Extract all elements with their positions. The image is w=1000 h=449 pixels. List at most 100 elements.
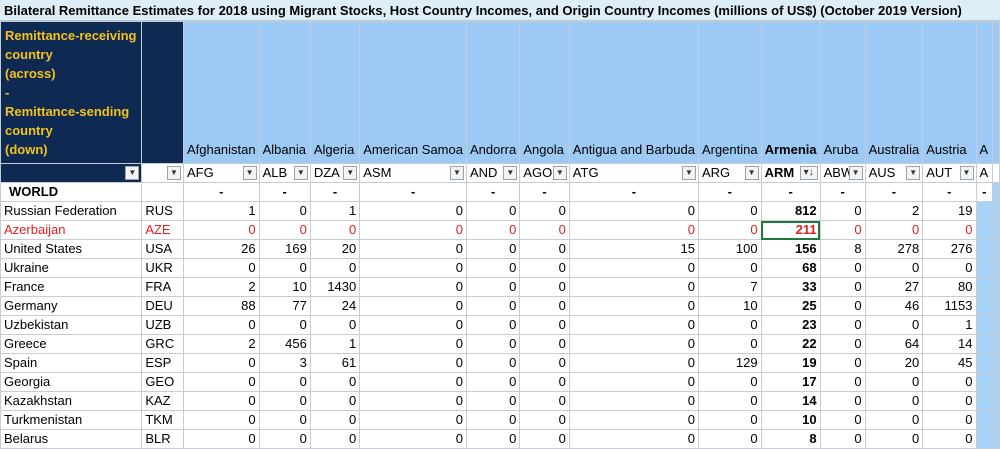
cell-esp-arm[interactable]: 19 bbox=[760, 353, 821, 373]
row-country-code[interactable]: ESP bbox=[141, 353, 184, 373]
world-total-aut[interactable]: - bbox=[922, 182, 977, 202]
cell-geo-dza[interactable]: 0 bbox=[309, 372, 361, 392]
row-country-code[interactable]: UKR bbox=[141, 258, 184, 278]
filter-cell-receiving[interactable]: ▼ bbox=[0, 163, 143, 183]
cell-rus-a[interactable] bbox=[975, 201, 993, 221]
cell-uzb-and[interactable]: 0 bbox=[465, 315, 521, 335]
cell-esp-aus[interactable]: 20 bbox=[864, 353, 924, 373]
row-country-name[interactable]: Ukraine bbox=[0, 258, 143, 278]
filter-cell-and[interactable]: AND ▼ bbox=[465, 163, 521, 183]
cell-esp-a[interactable] bbox=[975, 353, 993, 373]
cell-esp-abw[interactable]: 0 bbox=[819, 353, 866, 373]
filter-cell-a[interactable]: A bbox=[975, 163, 993, 183]
row-country-name[interactable]: Uzbekistan bbox=[0, 315, 143, 335]
cell-geo-arm[interactable]: 17 bbox=[760, 372, 821, 392]
cell-fra-ago[interactable]: 0 bbox=[519, 277, 570, 297]
cell-esp-dza[interactable]: 61 bbox=[309, 353, 361, 373]
cell-usa-dza[interactable]: 20 bbox=[309, 239, 361, 259]
cell-fra-afg[interactable]: 2 bbox=[182, 277, 260, 297]
cell-deu-a[interactable] bbox=[975, 296, 993, 316]
world-total-ago[interactable]: - bbox=[519, 182, 570, 202]
row-country-name[interactable]: Georgia bbox=[0, 372, 143, 392]
dropdown-arrow-icon[interactable]: ▼ bbox=[959, 166, 974, 180]
row-country-name[interactable]: Greece bbox=[0, 334, 143, 354]
cell-ukr-aus[interactable]: 0 bbox=[864, 258, 924, 278]
column-header-arm[interactable]: Armenia bbox=[760, 21, 821, 164]
cell-geo-abw[interactable]: 0 bbox=[819, 372, 866, 392]
dropdown-arrow-icon[interactable]: ▼ bbox=[449, 166, 464, 180]
cell-rus-arm[interactable]: 812 bbox=[760, 201, 821, 221]
cell-geo-alb[interactable]: 0 bbox=[258, 372, 311, 392]
row-country-code[interactable]: UZB bbox=[141, 315, 184, 335]
filter-cell-abw[interactable]: ABW ▼ bbox=[819, 163, 866, 183]
cell-usa-afg[interactable]: 26 bbox=[182, 239, 260, 259]
cell-blr-aut[interactable]: 0 bbox=[922, 429, 977, 449]
cell-deu-aut[interactable]: 1153 bbox=[922, 296, 977, 316]
cell-rus-dza[interactable]: 1 bbox=[309, 201, 361, 221]
cell-deu-atg[interactable]: 0 bbox=[568, 296, 699, 316]
cell-deu-and[interactable]: 0 bbox=[465, 296, 521, 316]
column-header-aut[interactable]: Austria bbox=[922, 21, 977, 164]
cell-fra-a[interactable] bbox=[975, 277, 993, 297]
dropdown-arrow-icon[interactable]: ▼ bbox=[166, 166, 181, 180]
cell-kaz-and[interactable]: 0 bbox=[465, 391, 521, 411]
cell-grc-a[interactable] bbox=[975, 334, 993, 354]
cell-blr-ago[interactable]: 0 bbox=[519, 429, 570, 449]
cell-deu-afg[interactable]: 88 bbox=[182, 296, 260, 316]
cell-usa-abw[interactable]: 8 bbox=[819, 239, 866, 259]
cell-aze-aus[interactable]: 0 bbox=[864, 220, 924, 240]
cell-grc-afg[interactable]: 2 bbox=[182, 334, 260, 354]
cell-kaz-ago[interactable]: 0 bbox=[519, 391, 570, 411]
cell-rus-alb[interactable]: 0 bbox=[258, 201, 311, 221]
cell-grc-arm[interactable]: 22 bbox=[760, 334, 821, 354]
row-country-name[interactable]: Germany bbox=[0, 296, 143, 316]
cell-uzb-arg[interactable]: 0 bbox=[697, 315, 762, 335]
cell-ukr-arm[interactable]: 68 bbox=[760, 258, 821, 278]
cell-usa-a[interactable] bbox=[975, 239, 993, 259]
cell-kaz-aut[interactable]: 0 bbox=[922, 391, 977, 411]
cell-uzb-alb[interactable]: 0 bbox=[258, 315, 311, 335]
cell-grc-alb[interactable]: 456 bbox=[258, 334, 311, 354]
cell-uzb-abw[interactable]: 0 bbox=[819, 315, 866, 335]
cell-geo-and[interactable]: 0 bbox=[465, 372, 521, 392]
cell-grc-atg[interactable]: 0 bbox=[568, 334, 699, 354]
dropdown-arrow-icon[interactable]: ▼ bbox=[125, 166, 140, 180]
sort-descending-icon[interactable]: ▾↓ bbox=[799, 166, 818, 180]
column-header-abw[interactable]: Aruba bbox=[819, 21, 866, 164]
row-country-name[interactable]: Kazakhstan bbox=[0, 391, 143, 411]
cell-tkm-afg[interactable]: 0 bbox=[182, 410, 260, 430]
cell-kaz-abw[interactable]: 0 bbox=[819, 391, 866, 411]
cell-aze-abw[interactable]: 0 bbox=[819, 220, 866, 240]
cell-blr-arm[interactable]: 8 bbox=[760, 429, 821, 449]
sheet-title[interactable]: Bilateral Remittance Estimates for 2018 … bbox=[0, 0, 1000, 21]
cell-fra-asm[interactable]: 0 bbox=[359, 277, 467, 297]
world-total-atg[interactable]: - bbox=[568, 182, 699, 202]
cell-fra-arg[interactable]: 7 bbox=[697, 277, 762, 297]
cell-ukr-dza[interactable]: 0 bbox=[309, 258, 361, 278]
world-total-a[interactable]: - bbox=[975, 182, 993, 202]
cell-blr-atg[interactable]: 0 bbox=[568, 429, 699, 449]
world-total-arg[interactable]: - bbox=[697, 182, 762, 202]
cell-aze-asm[interactable]: 0 bbox=[359, 220, 467, 240]
filter-cell-dza[interactable]: DZA ▼ bbox=[309, 163, 361, 183]
cell-tkm-and[interactable]: 0 bbox=[465, 410, 521, 430]
row-country-code[interactable]: GEO bbox=[141, 372, 184, 392]
row-country-name[interactable]: France bbox=[0, 277, 143, 297]
cell-esp-atg[interactable]: 0 bbox=[568, 353, 699, 373]
cell-esp-and[interactable]: 0 bbox=[465, 353, 521, 373]
cell-kaz-a[interactable] bbox=[975, 391, 993, 411]
cell-ukr-aut[interactable]: 0 bbox=[922, 258, 977, 278]
column-header-ago[interactable]: Angola bbox=[519, 21, 570, 164]
cell-grc-abw[interactable]: 0 bbox=[819, 334, 866, 354]
filter-cell-aut[interactable]: AUT ▼ bbox=[922, 163, 977, 183]
cell-geo-aus[interactable]: 0 bbox=[864, 372, 924, 392]
row-country-code[interactable]: BLR bbox=[141, 429, 184, 449]
cell-uzb-dza[interactable]: 0 bbox=[309, 315, 361, 335]
cell-ukr-a[interactable] bbox=[975, 258, 993, 278]
filter-cell-arg[interactable]: ARG ▼ bbox=[697, 163, 762, 183]
dropdown-arrow-icon[interactable]: ▼ bbox=[681, 166, 696, 180]
cell-ukr-ago[interactable]: 0 bbox=[519, 258, 570, 278]
dropdown-arrow-icon[interactable]: ▼ bbox=[848, 166, 863, 180]
column-header-afg[interactable]: Afghanistan bbox=[182, 21, 260, 164]
cell-tkm-abw[interactable]: 0 bbox=[819, 410, 866, 430]
